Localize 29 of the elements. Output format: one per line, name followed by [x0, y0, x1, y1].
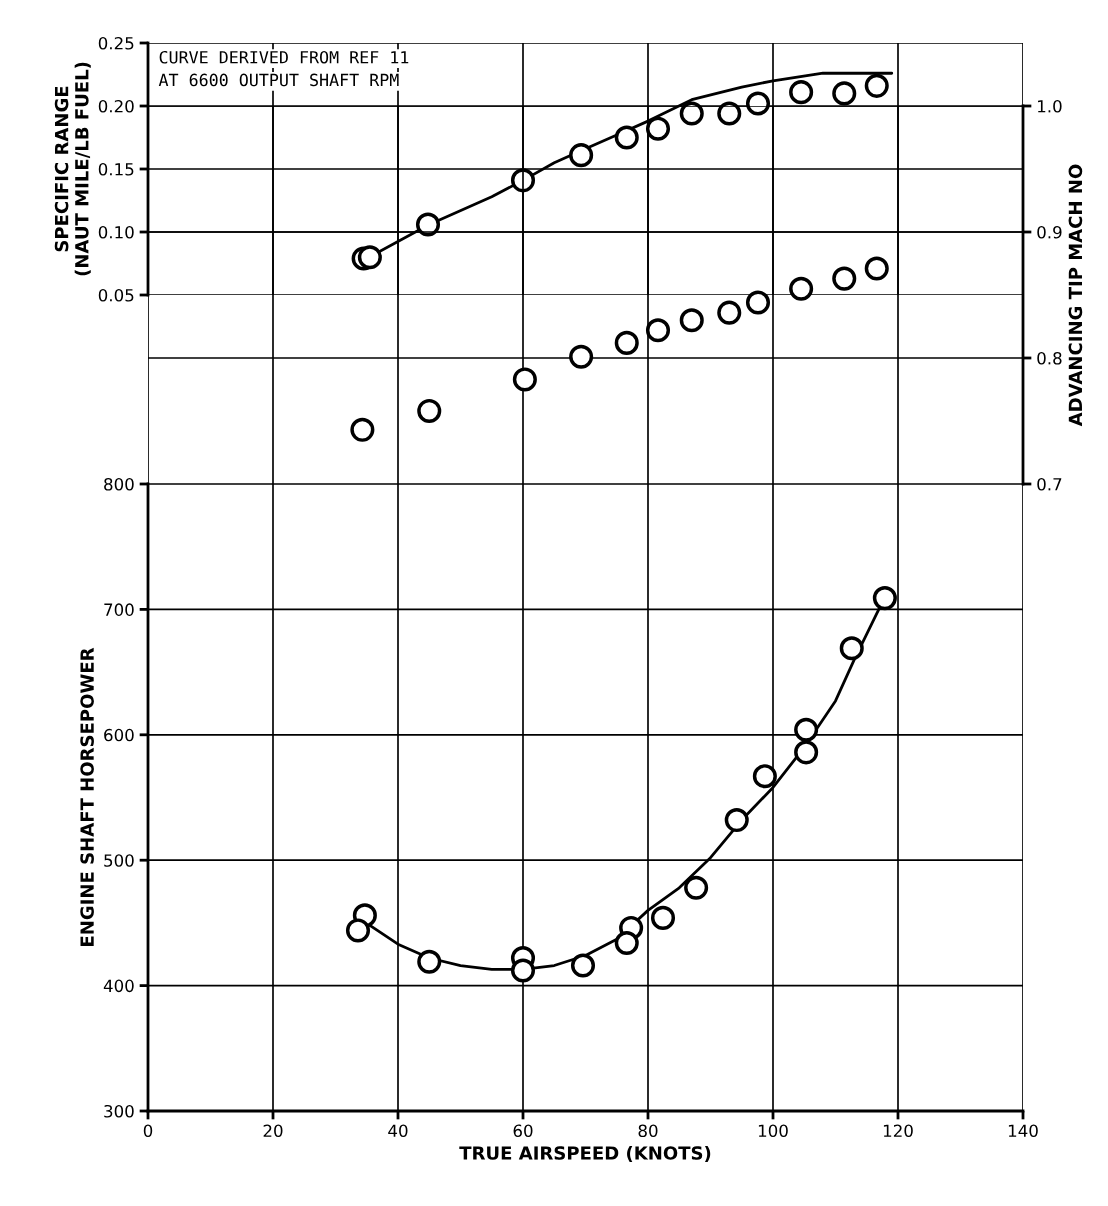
y-tick-label: 0.05	[98, 288, 134, 302]
x-tick-label: 140	[1008, 1124, 1038, 1138]
y2-tick-label: 0.7	[1037, 477, 1062, 491]
y-tick-label: 600	[104, 728, 134, 742]
y2-axis-title: ADVANCING TIP MACH NO	[1068, 164, 1083, 427]
y-axis-title: SPECIFIC RANGE (NAUT MILE/LB FUEL)	[54, 62, 91, 276]
y2-tick-label: 1.0	[1038, 99, 1062, 113]
x-axis-title: TRUE AIRSPEED (KNOTS)	[459, 1145, 711, 1162]
y2-tick-label: 0.9	[1037, 225, 1062, 239]
y-tick-label: 0.25	[98, 36, 134, 50]
x-tick-label: 100	[758, 1124, 788, 1138]
x-tick-label: 120	[883, 1124, 913, 1138]
annotation: AT 6600 OUTPUT SHAFT RPM	[158, 73, 399, 87]
y-tick-label: 0.15	[98, 162, 134, 176]
annotation: CURVE DERIVED FROM REF 11	[159, 50, 409, 64]
x-tick-label: 60	[513, 1124, 533, 1138]
y-tick-label: 400	[103, 979, 134, 993]
y-tick-label: 0.10	[98, 225, 134, 239]
y-tick-label: 300	[104, 1104, 134, 1118]
x-tick-label: 80	[638, 1124, 658, 1138]
y-tick-label: 800	[104, 477, 134, 491]
x-tick-label: 0	[143, 1124, 153, 1138]
y-tick-label: 500	[104, 854, 134, 867]
y-tick-label: 700	[104, 603, 134, 616]
x-tick-label: 20	[263, 1124, 283, 1138]
y-tick-label: 0.20	[98, 99, 134, 113]
x-tick-label: 40	[388, 1124, 408, 1138]
y2-tick-label: 0.8	[1037, 351, 1062, 365]
y-axis-title: ENGINE SHAFT HORSEPOWER	[80, 647, 94, 946]
